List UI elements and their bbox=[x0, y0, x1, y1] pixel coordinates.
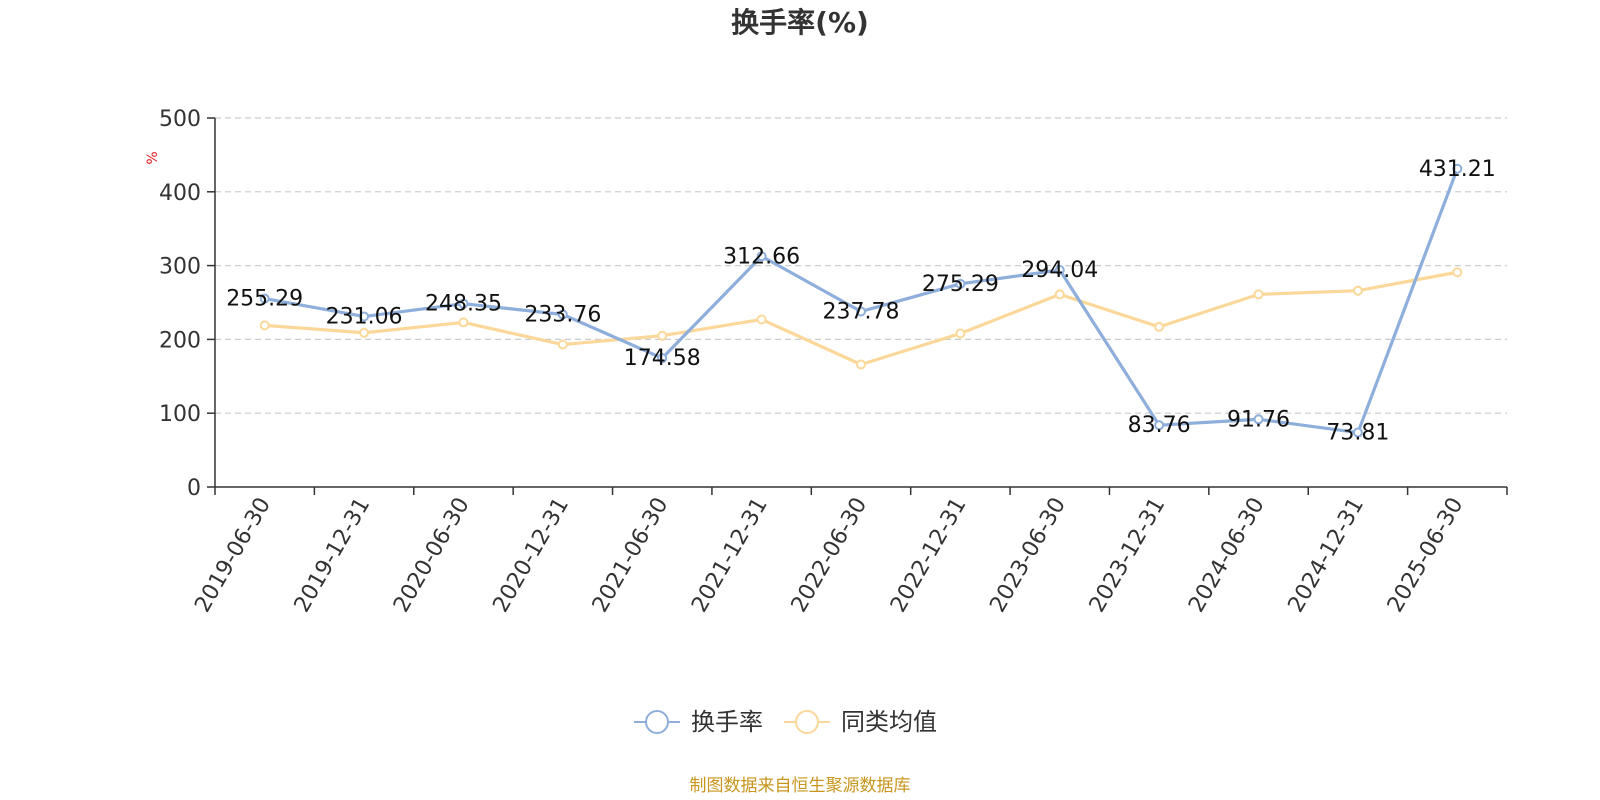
grid-lines bbox=[215, 117, 1507, 414]
x-tick-label: 2023-06-30 bbox=[985, 494, 1071, 617]
data-label: 174.58 bbox=[624, 346, 701, 371]
legend-marker bbox=[645, 710, 669, 734]
legend-item[interactable]: 同类均值 bbox=[784, 708, 937, 736]
data-point bbox=[657, 353, 668, 364]
x-tick-label: 2020-12-31 bbox=[488, 494, 574, 617]
data-label: 83.76 bbox=[1128, 413, 1191, 438]
y-tick-label: 300 bbox=[159, 255, 201, 280]
legend: 换手率 同类均值 bbox=[634, 708, 937, 736]
x-tick-label: 2021-12-31 bbox=[687, 494, 773, 617]
y-axis-unit-label: % bbox=[145, 151, 161, 164]
data-point bbox=[259, 293, 270, 304]
chart-title: 换手率(%) bbox=[731, 6, 869, 39]
data-label: 294.04 bbox=[1021, 258, 1098, 283]
y-tick-label: 0 bbox=[187, 476, 201, 501]
data-label: 248.35 bbox=[425, 292, 502, 317]
data-point bbox=[756, 314, 767, 325]
data-point bbox=[657, 330, 668, 341]
data-point bbox=[1452, 267, 1463, 278]
x-tick-label: 2023-12-31 bbox=[1085, 494, 1171, 617]
data-label: 431.21 bbox=[1419, 157, 1496, 182]
data-labels: 255.29 231.06 248.35 233.76 174.58 312.66 237.… bbox=[226, 157, 1496, 446]
y-tick-label: 100 bbox=[159, 402, 201, 427]
x-tick-label: 2025-06-30 bbox=[1383, 494, 1469, 617]
x-tick-label: 2019-06-30 bbox=[190, 494, 276, 617]
data-label: 255.29 bbox=[226, 287, 303, 312]
data-label: 91.76 bbox=[1227, 407, 1290, 432]
data-point bbox=[557, 339, 568, 350]
legend-label: 换手率 bbox=[691, 708, 763, 736]
data-point bbox=[458, 317, 469, 328]
series-lines bbox=[259, 163, 1463, 438]
data-point bbox=[359, 311, 370, 322]
legend-marker bbox=[795, 710, 819, 734]
data-point bbox=[955, 328, 966, 339]
x-tick-label: 2021-06-30 bbox=[588, 494, 674, 617]
data-point bbox=[1352, 285, 1363, 296]
data-point bbox=[856, 359, 866, 370]
y-tick-label: 500 bbox=[159, 107, 201, 132]
legend-label: 同类均值 bbox=[841, 708, 937, 736]
data-point bbox=[1154, 420, 1165, 431]
x-tick-label: 2020-06-30 bbox=[389, 494, 475, 617]
data-point bbox=[557, 309, 568, 320]
data-label: 312.66 bbox=[723, 244, 800, 269]
data-point bbox=[756, 251, 767, 262]
data-point bbox=[1154, 321, 1165, 332]
data-label: 233.76 bbox=[524, 302, 601, 327]
x-tick-label: 2019-12-31 bbox=[290, 494, 376, 617]
y-tick-label: 200 bbox=[159, 328, 201, 353]
x-tick-label: 2024-06-30 bbox=[1184, 494, 1270, 617]
data-point bbox=[955, 278, 966, 289]
x-tick-label: 2022-12-31 bbox=[886, 494, 972, 617]
data-point bbox=[1253, 414, 1264, 425]
x-tick-label: 2022-06-30 bbox=[787, 494, 873, 617]
data-point bbox=[1054, 264, 1065, 275]
data-point bbox=[1452, 163, 1463, 174]
data-label: 231.06 bbox=[326, 304, 403, 329]
data-label: 275.29 bbox=[922, 272, 999, 297]
source-note: 制图数据来自恒生聚源数据库 bbox=[690, 776, 911, 796]
x-tick-label: 2024-12-31 bbox=[1284, 494, 1370, 617]
legend-item[interactable]: 换手率 bbox=[634, 708, 763, 736]
data-point bbox=[458, 298, 469, 309]
data-label: 237.78 bbox=[823, 300, 900, 325]
data-point bbox=[1054, 289, 1065, 300]
data-label: 73.81 bbox=[1326, 421, 1389, 446]
data-point bbox=[856, 306, 866, 317]
data-point bbox=[359, 327, 370, 338]
y-tick-label: 400 bbox=[159, 181, 201, 206]
data-point bbox=[259, 320, 270, 331]
data-point bbox=[1253, 289, 1264, 300]
data-point bbox=[1352, 427, 1363, 438]
